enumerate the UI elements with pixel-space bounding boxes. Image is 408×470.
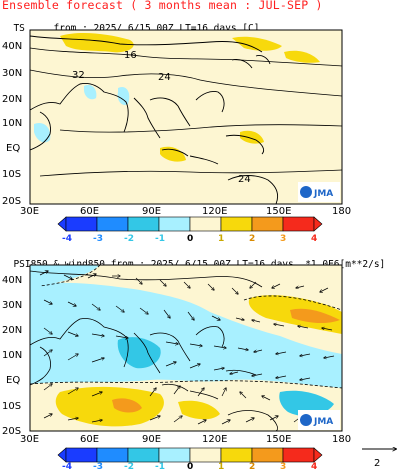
svg-text:0: 0 (187, 234, 193, 244)
svg-text:2: 2 (249, 234, 255, 244)
svg-text:4: 4 (311, 462, 317, 470)
svg-text:120E: 120E (202, 206, 227, 217)
coastlines (30, 35, 279, 204)
svg-text:90E: 90E (142, 434, 161, 445)
svg-text:30N: 30N (2, 300, 22, 311)
svg-text:-1: -1 (155, 462, 165, 470)
panel1-header: TS from : 2025/ 6/15 00Z LT=16 days [C] (2, 12, 259, 34)
panel1-frame (29, 29, 343, 205)
svg-text:30E: 30E (20, 206, 39, 217)
svg-text:-2: -2 (124, 234, 134, 244)
svg-text:10S: 10S (2, 401, 21, 412)
svg-text:JMA: JMA (313, 417, 333, 427)
svg-text:20S: 20S (2, 196, 21, 207)
cool-anomaly-arabia (84, 84, 97, 100)
panel2-lat-axis: 40N 30N 20N 10N EQ 10S 20S (2, 275, 22, 437)
svg-text:2: 2 (374, 458, 380, 469)
svg-text:JMA: JMA (313, 189, 333, 199)
svg-text:40N: 40N (2, 275, 22, 286)
svg-text:0: 0 (187, 462, 193, 470)
svg-text:-2: -2 (124, 462, 134, 470)
anticyclonic-region-australia (178, 400, 220, 420)
anticyclonic-region-indian-ocean (55, 386, 164, 427)
warm-anomaly-north (60, 33, 134, 53)
anticyclonic-core-indian-ocean (112, 398, 142, 413)
contour-label-24-north: 24 (158, 72, 171, 83)
svg-text:3: 3 (280, 234, 286, 244)
panel1-map: 16 24 32 24 JMA (30, 30, 342, 204)
warm-anomaly-pacific (284, 50, 320, 63)
colorbar-panel2: -4 -3 -2 -1 0 1 2 3 4 (57, 447, 323, 470)
jma-logo-panel1: JMA (298, 182, 340, 202)
svg-text:30E: 30E (20, 434, 39, 445)
svg-text:20N: 20N (2, 325, 22, 336)
svg-text:EQ: EQ (6, 375, 20, 386)
panel2-map: JMA (30, 265, 342, 431)
svg-text:3: 3 (280, 462, 286, 470)
reference-vector: 2 (362, 449, 396, 469)
svg-text:EQ: EQ (6, 143, 20, 154)
svg-text:60E: 60E (80, 206, 99, 217)
svg-text:180: 180 (332, 206, 351, 217)
svg-text:10S: 10S (2, 169, 21, 180)
svg-text:90E: 90E (142, 206, 161, 217)
svg-text:-4: -4 (62, 234, 72, 244)
svg-text:2: 2 (249, 462, 255, 470)
cyclonic-region-tropics (30, 282, 342, 388)
panel1-info: from : 2025/ 6/15 00Z LT=16 days (53, 23, 237, 34)
figure-title: Ensemble forecast ( 3 months mean : JUL-… (2, 0, 323, 12)
isotherms (30, 47, 342, 177)
svg-text:20N: 20N (2, 94, 22, 105)
panel2-frame (29, 264, 343, 432)
svg-text:40N: 40N (2, 41, 22, 52)
svg-text:150E: 150E (266, 434, 291, 445)
panel1-variable: TS (13, 23, 25, 34)
svg-text:150E: 150E (266, 206, 291, 217)
coastlines-panel2 (30, 270, 278, 431)
svg-text:1: 1 (218, 462, 224, 470)
svg-text:1: 1 (218, 234, 224, 244)
jma-logo-panel2: JMA (298, 410, 340, 430)
svg-text:180: 180 (332, 434, 351, 445)
panel1-lat-axis: 40N 30N 20N 10N EQ 10S 20S (2, 41, 22, 207)
svg-text:10N: 10N (2, 118, 22, 129)
svg-text:60E: 60E (80, 434, 99, 445)
contour-label-24-south: 24 (238, 174, 251, 185)
cool-anomaly-india (117, 86, 130, 106)
svg-text:-3: -3 (93, 234, 103, 244)
panel1-unit: [C] (242, 23, 260, 34)
svg-text:-1: -1 (155, 234, 165, 244)
streamfunction-zero-lines (30, 265, 342, 389)
contour-label-32: 32 (72, 70, 85, 81)
panel2-unit: *1.0E6[m**2/s] (305, 259, 386, 270)
svg-text:30N: 30N (2, 68, 22, 79)
svg-text:4: 4 (311, 234, 317, 244)
warm-anomaly-new-guinea (240, 130, 264, 144)
panel1-lon-axis: 30E 60E 90E 120E 150E 180 (20, 206, 351, 217)
svg-text:-4: -4 (62, 462, 72, 470)
warm-anomaly-indonesia (160, 146, 186, 162)
svg-text:20S: 20S (2, 426, 21, 437)
svg-text:10N: 10N (2, 350, 22, 361)
svg-text:120E: 120E (202, 434, 227, 445)
colorbar-panel1: -4 -3 -2 -1 0 1 2 3 4 (57, 216, 323, 244)
cyclonic-core-south-pacific (279, 390, 334, 417)
svg-text:-3: -3 (93, 462, 103, 470)
contour-label-16: 16 (124, 50, 137, 61)
panel2-lon-axis: 30E 60E 90E 120E 150E 180 (20, 434, 351, 445)
cool-anomaly-africa (34, 122, 51, 143)
warm-anomaly-japan (232, 36, 282, 51)
anticyclonic-core-pacific (290, 308, 340, 324)
